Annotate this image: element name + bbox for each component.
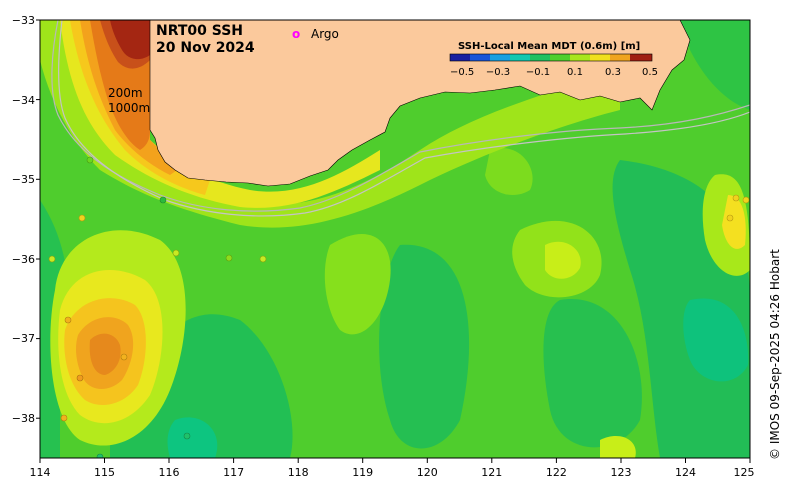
argo-float (76, 374, 84, 382)
ssh-high-south-east (600, 436, 636, 458)
ssh-high-north-east (485, 148, 533, 195)
x-tick-label: 122 (546, 466, 567, 479)
ssh-region-northeast (680, 20, 750, 110)
isobath-1000m (51, 20, 750, 212)
colorbar-swatch (630, 54, 652, 61)
colorbar-swatch (610, 54, 630, 61)
argo-float (48, 255, 56, 263)
argo-float (742, 196, 750, 204)
ssh-region-teal-east (683, 298, 749, 382)
argo-markers (48, 156, 750, 458)
map-title: NRT00 SSH (156, 23, 243, 39)
ssh-region-east-low (543, 299, 642, 448)
ssh-high-central (324, 233, 391, 335)
y-tick-label: −38 (12, 412, 35, 425)
ssh-region-teal-south (167, 417, 218, 458)
y-tick-label: −34 (12, 94, 35, 107)
colorbar-tick: 0.3 (605, 67, 621, 78)
x-tick-label: 119 (352, 466, 373, 479)
x-tick-label: 114 (30, 466, 51, 479)
plot-frame (39, 19, 751, 459)
colorbar-swatch (470, 54, 490, 61)
argo-float (159, 196, 167, 204)
ssh-high-far-east-core (722, 195, 746, 249)
colorbar-tick: −0.3 (486, 67, 510, 78)
colorbar-swatch (450, 54, 470, 61)
colorbar-tick: 0.1 (567, 67, 583, 78)
x-tick-label: 115 (94, 466, 115, 479)
argo-float (726, 214, 734, 222)
colorbar-swatch (550, 54, 570, 61)
isobath-label-200m: 200m (108, 86, 143, 100)
colorbar: SSH-Local Mean MDT (0.6m) [m] −0.5 −0.3 … (449, 41, 658, 78)
argo-float (64, 316, 72, 324)
map-plot-area (40, 20, 750, 458)
colorbar-swatch (510, 54, 530, 61)
y-tick-label: −36 (12, 253, 35, 266)
x-tick-label: 121 (481, 466, 502, 479)
argo-float (120, 353, 128, 361)
eddy-core (89, 333, 121, 375)
colorbar-tick: −0.5 (450, 67, 474, 78)
leeuwin-band-dark-red (110, 20, 150, 60)
x-tick-label: 120 (417, 466, 438, 479)
y-axis: −33 −34 −35 −36 −37 −38 (12, 14, 35, 425)
colorbar-frame (449, 53, 653, 62)
argo-float (78, 214, 86, 222)
land-western-australia (149, 20, 691, 187)
colorbar-tick: −0.1 (526, 67, 550, 78)
colorbar-tick: 0.5 (642, 67, 658, 78)
colorbar-swatches (450, 54, 652, 61)
x-axis: 114 115 116 117 118 119 120 121 122 123 … (30, 466, 755, 479)
argo-float (259, 255, 267, 263)
argo-float (732, 194, 740, 202)
isobath-200m (58, 20, 750, 217)
ssh-high-east-core (545, 241, 581, 279)
x-tick-label: 125 (734, 466, 755, 479)
x-tick-label: 117 (223, 466, 244, 479)
tick-marks (36, 19, 751, 463)
argo-legend-label: Argo (311, 27, 339, 41)
argo-float (183, 432, 191, 440)
imos-credit: © IMOS 09-Sep-2025 04:26 Hobart (768, 249, 782, 460)
argo-float (225, 254, 233, 262)
argo-float (86, 156, 94, 164)
x-tick-label: 116 (159, 466, 180, 479)
argo-float (96, 453, 104, 458)
x-tick-label: 118 (288, 466, 309, 479)
colorbar-swatch (490, 54, 510, 61)
isobath-label-1000m: 1000m (108, 101, 150, 115)
colorbar-title: SSH-Local Mean MDT (0.6m) [m] (458, 41, 640, 52)
colorbar-swatch (570, 54, 590, 61)
y-tick-label: −35 (12, 173, 35, 186)
argo-float (172, 249, 180, 257)
map-date: 20 Nov 2024 (156, 40, 255, 56)
x-tick-label: 123 (611, 466, 632, 479)
x-tick-label: 124 (675, 466, 696, 479)
argo-legend-symbol: o (292, 27, 300, 41)
colorbar-swatch (530, 54, 550, 61)
argo-float (60, 414, 68, 422)
colorbar-swatch (590, 54, 610, 61)
ssh-region-central-low (379, 244, 470, 449)
y-tick-label: −37 (12, 332, 35, 345)
y-tick-label: −33 (12, 14, 35, 27)
